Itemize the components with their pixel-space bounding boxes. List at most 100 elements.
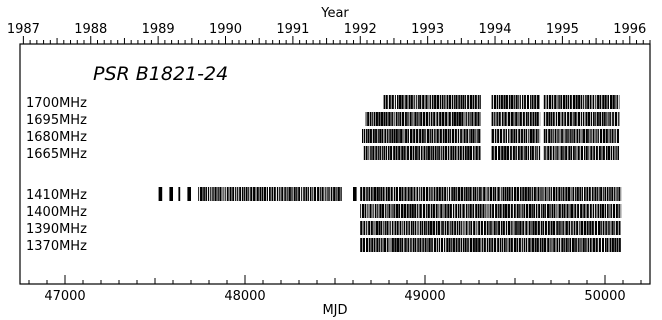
observation-bar [441,187,444,201]
observation-bar [570,187,572,201]
observation-bar [551,238,553,252]
observation-bar [373,187,377,201]
observation-bar [394,238,397,252]
observation-bar [279,187,281,201]
observation-bar [415,146,417,160]
observation-bar [561,129,563,143]
observation-bar [263,187,266,201]
observation-bar [428,112,430,126]
observation-bar [417,146,419,160]
observation-bar [382,238,384,252]
bottom-tick-label: 48000 [224,289,265,304]
row-1695mhz: 1695MHz [26,112,620,128]
observation-bar [464,112,466,126]
observation-bar [572,187,575,201]
observation-bar [620,204,622,218]
observation-bar [548,112,551,126]
observation-bar [563,146,565,160]
observation-bar [539,238,542,252]
observation-bar [454,146,457,160]
observation-bar [400,204,404,218]
observation-bar [545,129,548,143]
observation-bar [337,187,340,201]
observation-bar [499,238,502,252]
row-1370mhz: 1370MHz [26,238,621,254]
observation-bar [286,187,288,201]
observation-bar [533,204,536,218]
observation-bar [560,146,563,160]
observation-bar [482,204,484,218]
observation-bar [396,95,399,109]
top-tick-label: 1996 [613,22,646,37]
observation-bar [426,146,428,160]
observation-bar [407,129,409,143]
observation-bar [560,95,563,109]
observation-bar [611,221,614,235]
observation-bar [585,146,588,160]
observation-bar [618,187,621,201]
observation-bar [298,187,301,201]
observation-bar [562,95,566,109]
observation-bar [583,95,585,109]
observation-bar [456,112,459,126]
observation-bar [226,187,229,201]
observation-bar [463,221,465,235]
observation-bar [484,204,486,218]
observation-bar [398,95,402,109]
observation-bar [491,112,494,126]
observation-bar [451,221,454,235]
row-1390mhz: 1390MHz [26,221,621,237]
observation-bar [375,112,378,126]
observation-bar [198,187,200,201]
observation-bar [506,146,510,160]
observation-bar [583,221,587,235]
observation-bar [446,221,449,235]
observation-bar [253,187,256,201]
observation-bar [531,238,534,252]
observation-bar [585,129,588,143]
observation-bar [537,187,540,201]
observation-bar [576,129,579,143]
observation-bar [497,238,500,252]
observation-bar [436,129,439,143]
observation-bar [367,112,370,126]
observation-bar [603,187,605,201]
observation-bar [410,221,413,235]
observation-bar [291,187,293,201]
observation-bar [362,129,364,143]
observation-bar [401,95,404,109]
observation-bar [437,221,440,235]
observation-bar [534,95,537,109]
row-label: 1680MHz [26,130,87,145]
observation-bar [582,238,585,252]
observation-bar [479,95,481,109]
observation-bar [269,187,271,201]
observation-bar [552,221,556,235]
observation-bar [522,187,524,201]
observation-bar [369,238,371,252]
observation-bar [601,112,604,126]
observation-bar [575,146,577,160]
observation-bar [580,204,583,218]
observation-bar [462,95,465,109]
observation-bar [616,187,618,201]
observation-bar [504,146,507,160]
observation-bar [365,238,369,252]
observation-bar [474,95,477,109]
observation-bar [584,146,586,160]
observation-bar [521,95,524,109]
observation-bar [458,112,461,126]
observation-bar [372,129,375,143]
observation-bar [428,238,431,252]
observation-bar [368,187,371,201]
observation-bar [614,129,616,143]
observation-bar [414,238,417,252]
observation-bar [425,95,428,109]
observation-bar [579,129,581,143]
observation-bar [414,204,417,218]
observation-bar [430,204,433,218]
observation-bar [224,187,226,201]
observation-bar [513,238,517,252]
observation-bar [488,238,491,252]
observation-bar [586,221,589,235]
